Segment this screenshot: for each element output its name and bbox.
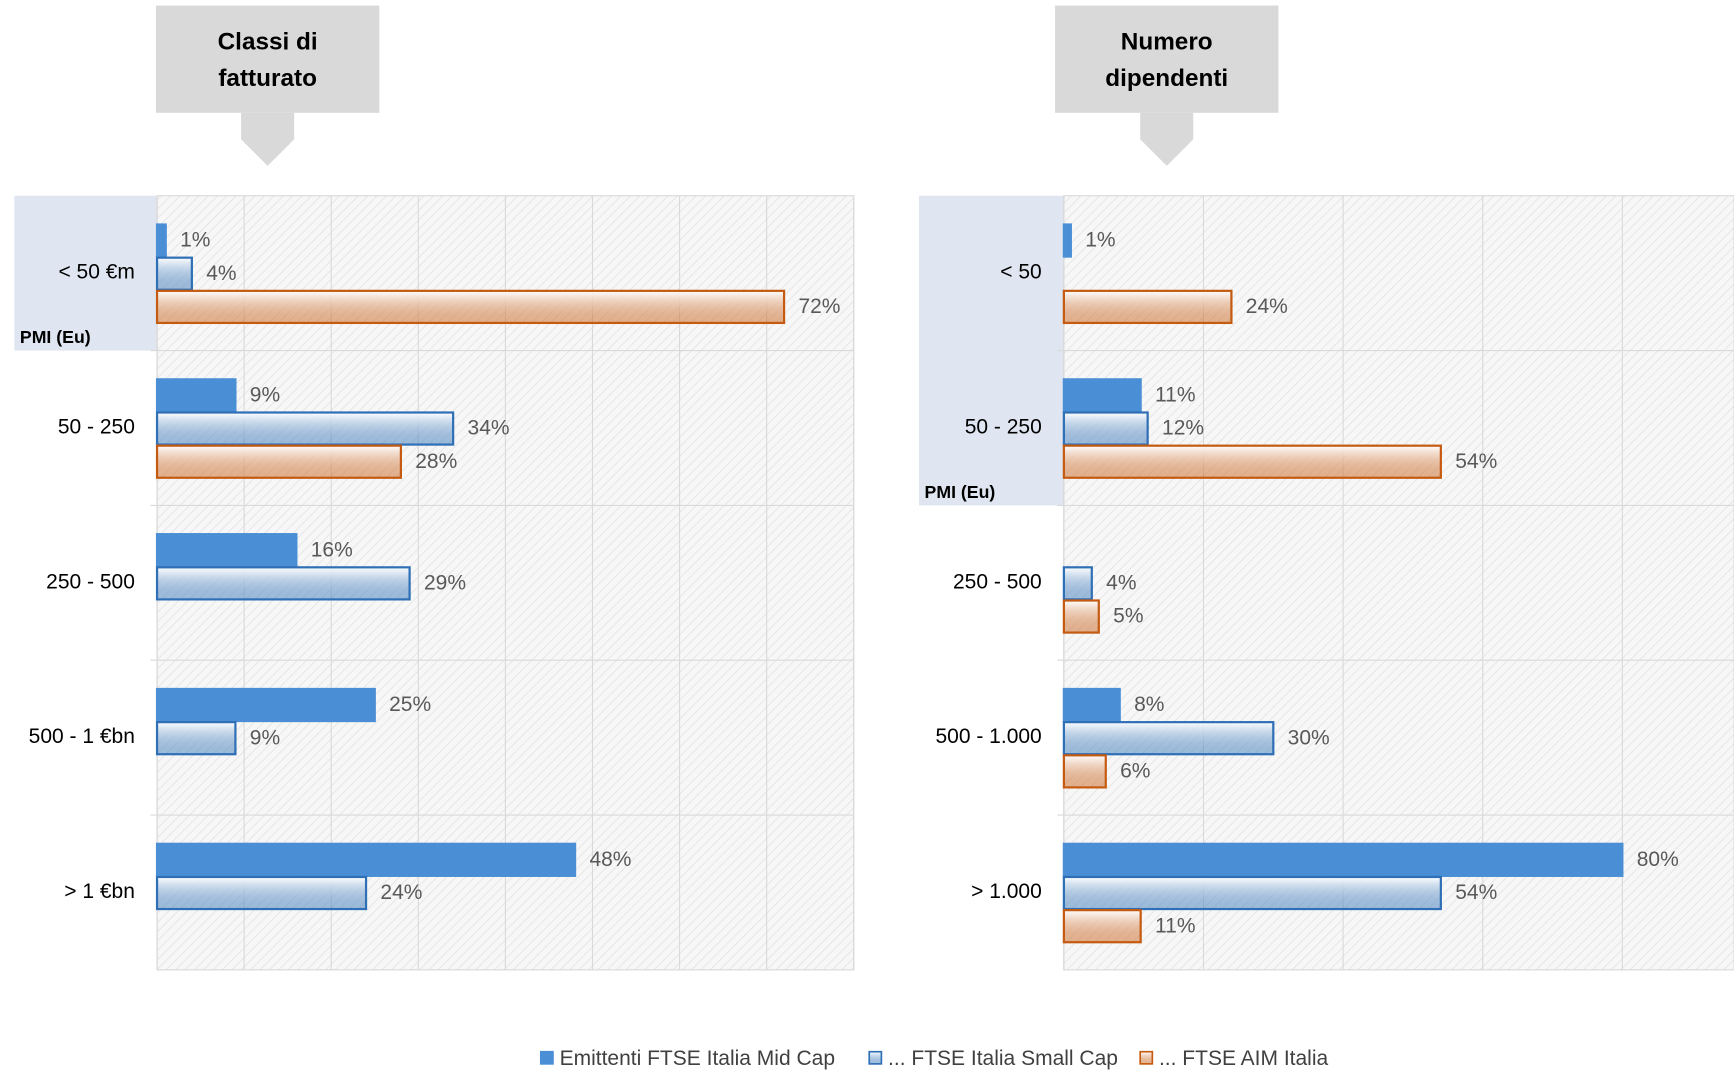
value-label: 6% [1120, 759, 1150, 782]
bar [1062, 754, 1107, 789]
callout-arrow [1140, 112, 1194, 166]
bar [1062, 223, 1072, 258]
value-label: 5% [1113, 605, 1143, 628]
callout-box [1055, 5, 1279, 113]
y-tick-label: 500 - 1 €bn [29, 725, 135, 748]
value-label: 11% [1155, 383, 1195, 406]
value-label: 80% [1637, 848, 1679, 871]
y-tick-label: > 1.000 [971, 880, 1042, 903]
highlight-label: PMI (Eu) [925, 482, 996, 502]
y-tick-label: 50 - 250 [965, 416, 1042, 439]
bar [155, 687, 376, 723]
bar [155, 223, 167, 258]
bar [1062, 566, 1093, 601]
value-label: 72% [798, 295, 840, 318]
value-label: 48% [589, 848, 631, 871]
bar [1062, 444, 1442, 479]
value-label: 30% [1288, 726, 1330, 749]
value-label: 34% [468, 417, 510, 440]
highlight-label: PMI (Eu) [20, 327, 91, 347]
y-tick-label: 50 - 250 [58, 416, 135, 439]
callout-title: Numero [1121, 29, 1213, 56]
legend-label: ... FTSE AIM Italia [1159, 1047, 1329, 1070]
bar [1062, 842, 1624, 877]
bar [1062, 411, 1149, 446]
y-tick-label: > 1 €bn [64, 880, 135, 903]
value-label: 4% [206, 262, 236, 285]
y-tick-label: < 50 [1000, 261, 1041, 284]
y-tick-label: 250 - 500 [953, 570, 1042, 593]
y-tick-label: 250 - 500 [46, 570, 135, 593]
legend-swatch [868, 1050, 883, 1065]
value-label: 11% [1155, 914, 1195, 937]
value-label: 12% [1162, 417, 1204, 440]
bar [155, 566, 411, 601]
value-label: 4% [1106, 571, 1136, 594]
bar [155, 411, 455, 446]
bar [155, 256, 193, 291]
value-label: 24% [380, 881, 422, 904]
bar [1062, 289, 1233, 325]
bar [155, 533, 298, 568]
bar [155, 289, 786, 325]
value-label: 24% [1246, 295, 1288, 318]
value-label: 9% [250, 726, 280, 749]
bar [155, 444, 402, 479]
value-label: 8% [1134, 693, 1164, 716]
value-label: 1% [1085, 229, 1115, 252]
callout-title: Classi di [218, 29, 318, 56]
bar [1062, 599, 1100, 634]
bar [155, 721, 237, 756]
callout-box [155, 5, 380, 113]
value-label: 54% [1455, 881, 1497, 904]
value-label: 9% [250, 383, 280, 406]
callout-title: dipendenti [1105, 65, 1228, 92]
bar [1062, 875, 1442, 911]
value-label: 28% [415, 450, 457, 473]
value-label: 25% [389, 693, 431, 716]
value-label: 1% [180, 229, 210, 252]
legend-swatch [1139, 1050, 1154, 1065]
callout-arrow [241, 112, 295, 166]
legend-label: Emittenti FTSE Italia Mid Cap [560, 1047, 835, 1070]
bar [1062, 909, 1142, 944]
bar [155, 378, 237, 413]
callout-title: fatturato [218, 65, 317, 92]
highlight-band [919, 195, 1064, 506]
bar [155, 842, 577, 877]
legend-label: ... FTSE Italia Small Cap [888, 1047, 1118, 1070]
value-label: 29% [424, 571, 466, 594]
value-label: 54% [1455, 450, 1497, 473]
highlight-band [14, 195, 158, 351]
value-label: 16% [311, 538, 353, 561]
y-tick-label: 500 - 1.000 [935, 725, 1041, 748]
y-tick-label: < 50 €m [58, 261, 134, 284]
bar [1062, 687, 1121, 723]
bar [155, 875, 368, 911]
bar [1062, 378, 1142, 413]
bar [1062, 721, 1275, 756]
legend-swatch [539, 1050, 554, 1065]
